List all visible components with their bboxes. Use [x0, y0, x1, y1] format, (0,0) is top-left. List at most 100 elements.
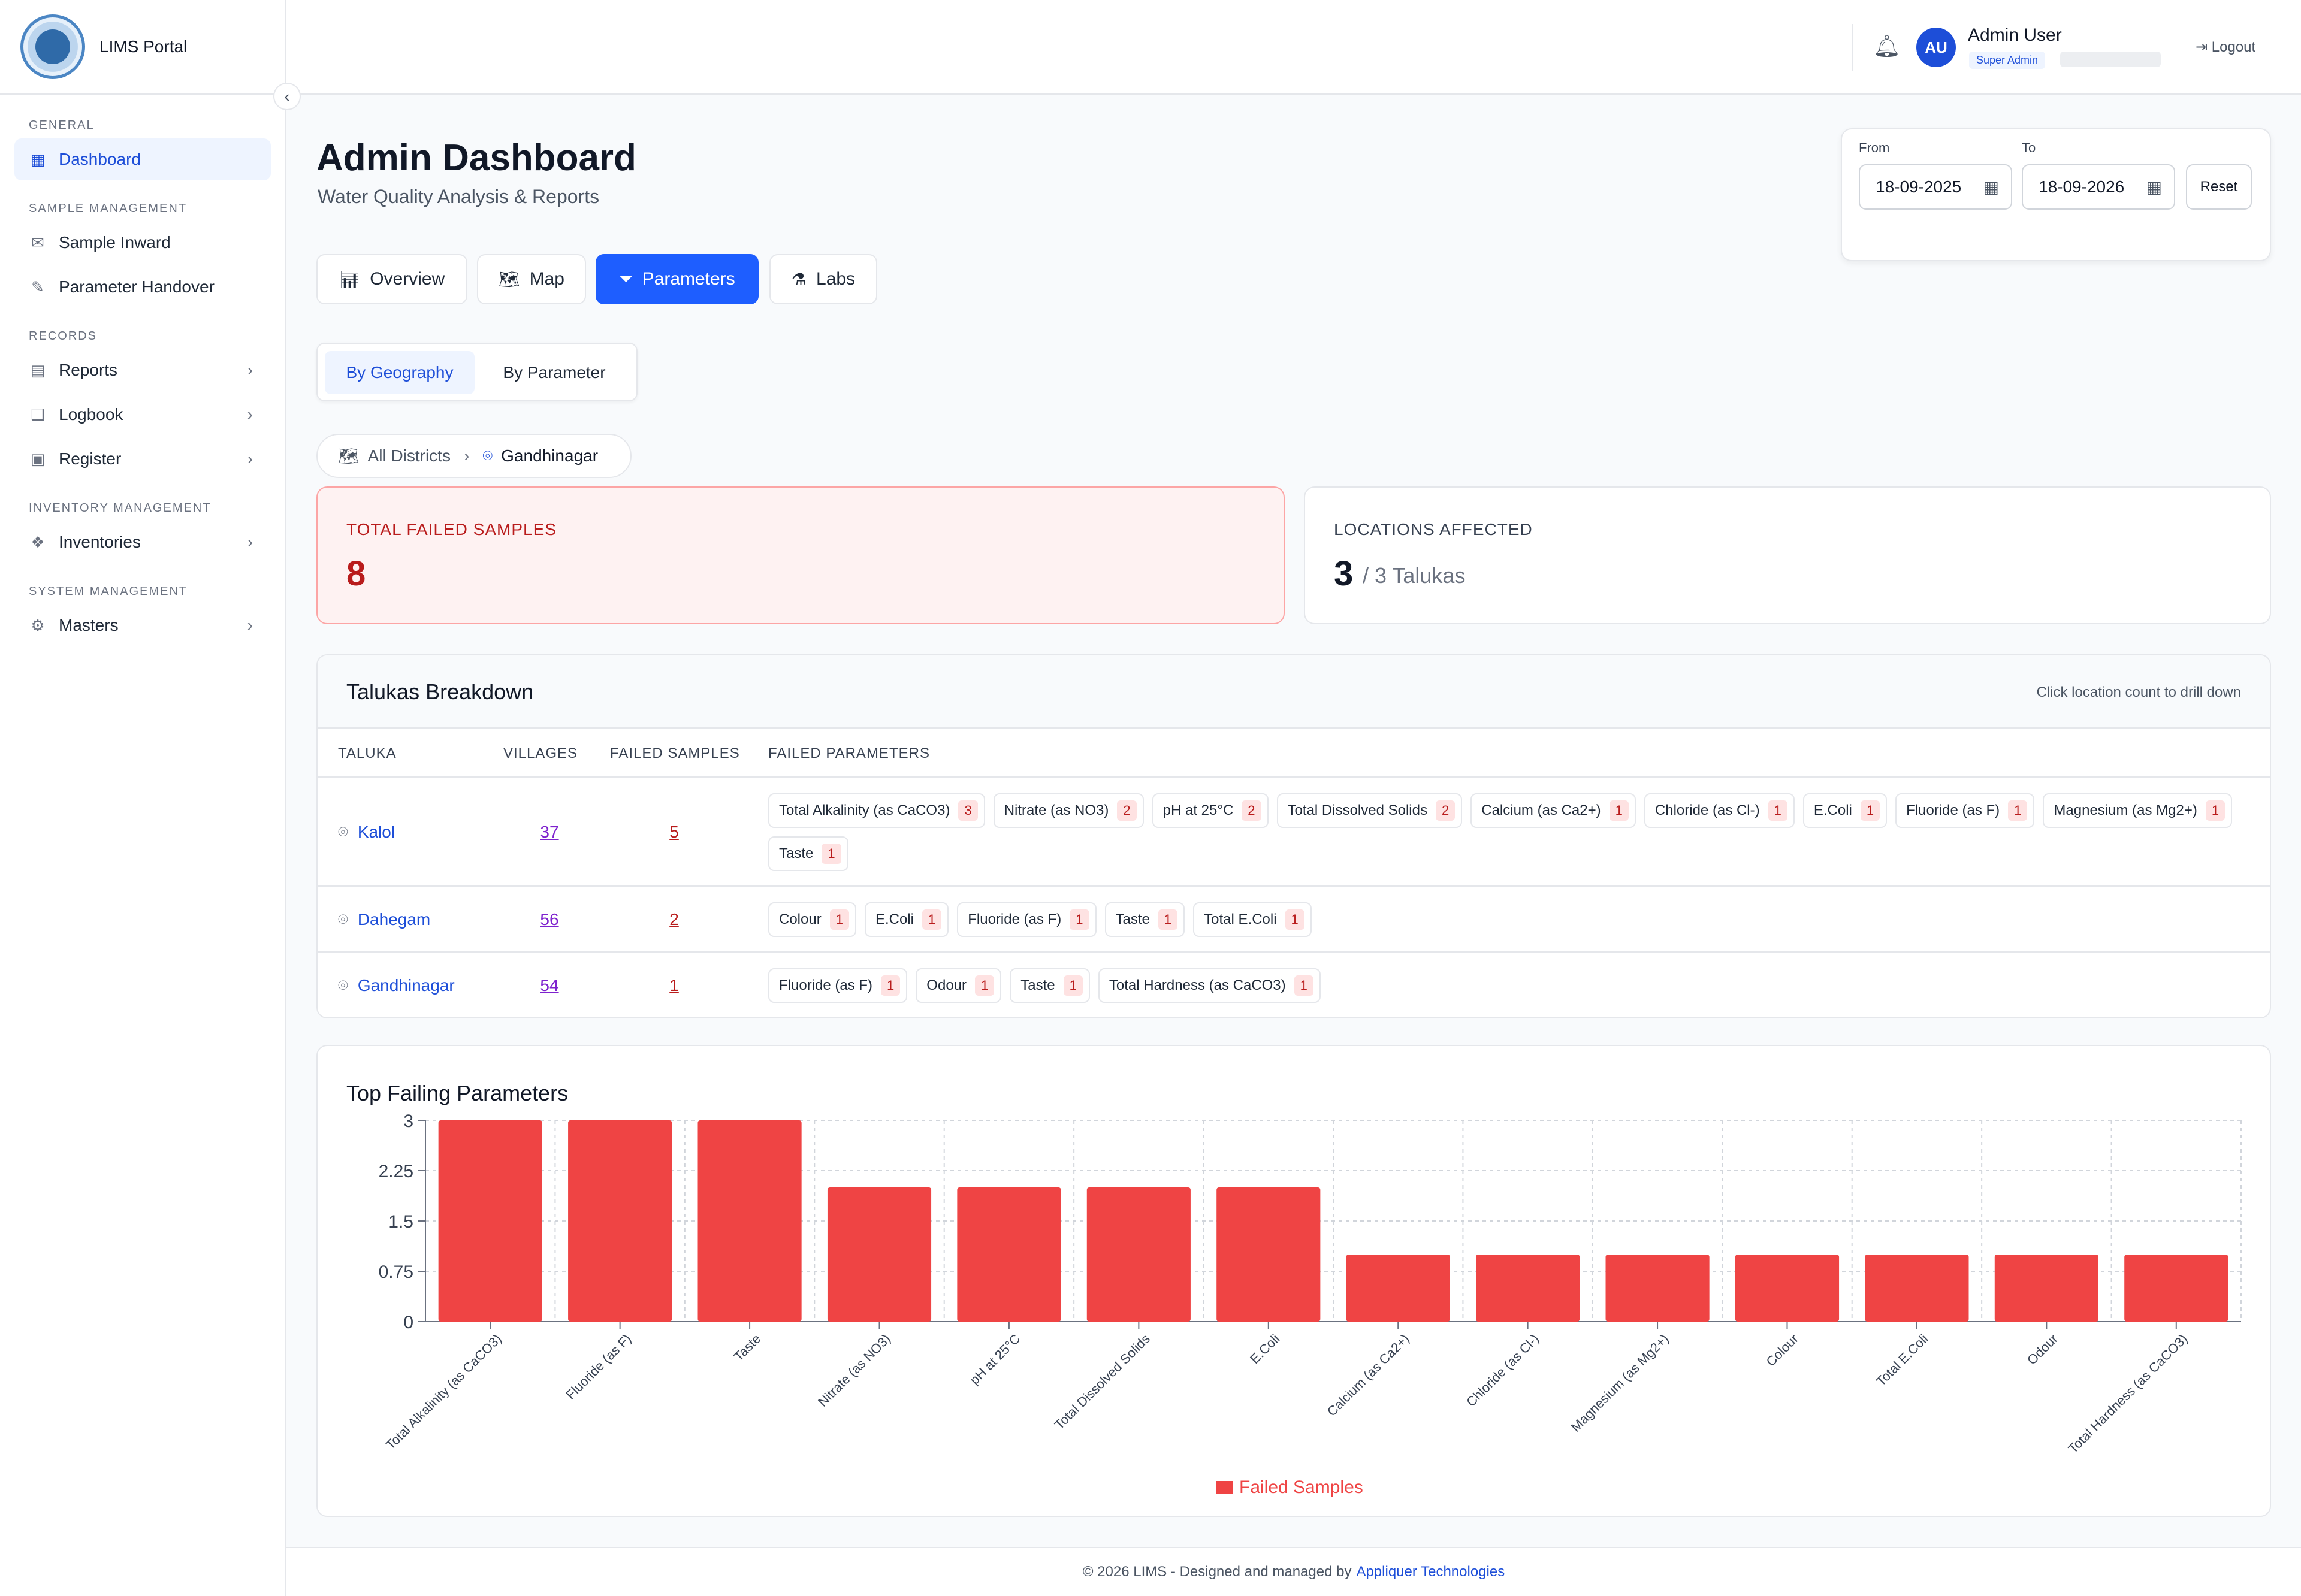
footer-link[interactable]: Appliquer Technologies: [1356, 1564, 1505, 1580]
column-header: FAILED SAMPLES: [610, 745, 740, 761]
sidebar-item-label: Parameter Handover: [59, 277, 215, 296]
parameter-chip: Taste 1: [768, 836, 848, 871]
user-name: Admin User: [1968, 25, 2062, 45]
count-badge: 1: [1860, 800, 1880, 821]
chevron-right-icon: ›: [247, 405, 253, 424]
sidebar-item-label: Inventories: [59, 533, 141, 551]
table-row: ⌾ Dahegam 56 2 Colour 1 E.Coli 1 Fluoride (as F)…: [318, 887, 2270, 953]
sidebar-item-register[interactable]: ▣ Register ›: [14, 438, 271, 480]
sidebar-item-logbook[interactable]: ❑ Logbook ›: [14, 394, 271, 436]
map-pin-icon: ⌾: [338, 976, 348, 995]
topbar: 🔔︎ AU Admin User Super Admin ⇥ Logout: [286, 0, 2301, 95]
calendar-icon: ▦: [1983, 177, 1999, 197]
parameter-chip: Fluoride (as F) 1: [768, 968, 908, 1003]
reset-button[interactable]: Reset: [2186, 164, 2252, 210]
villages-count-link[interactable]: 37: [540, 823, 559, 841]
count-badge: 1: [975, 975, 995, 996]
failed-parameter-chips: Total Alkalinity (as CaCO3) 3 Nitrate (as …: [768, 793, 2254, 871]
x-tick-label: Odour: [2024, 1331, 2061, 1368]
parameter-chip: E.Coli 1: [864, 902, 949, 937]
x-tick-label: Chloride (as Cl-): [1463, 1331, 1542, 1410]
parameter-chip: Fluoride (as F) 1: [1895, 793, 2035, 828]
parameter-chip: Total Dissolved Solids 2: [1276, 793, 1463, 828]
failed-parameter-chips: Colour 1 E.Coli 1 Fluoride (as F) 1 Taste 1 Tota…: [768, 902, 2254, 937]
sidebar-item-dashboard[interactable]: ▦ Dashboard: [14, 138, 271, 180]
gear-icon: ⚙: [31, 616, 45, 634]
x-tick-label: Total Hardness (as CaCO3): [2066, 1331, 2191, 1456]
by-geography-button[interactable]: By Geography: [325, 351, 475, 394]
sidebar-item-sample-inward[interactable]: ✉ Sample Inward: [14, 222, 271, 264]
failed-count-link[interactable]: 2: [669, 910, 679, 929]
sidebar: LIMS Portal General ▦ Dashboard Sample Mana…: [0, 0, 286, 1596]
count-badge: 2: [1242, 800, 1261, 821]
taluka-name[interactable]: ⌾ Kalol: [338, 823, 395, 841]
sidebar-item-inventories[interactable]: ❖ Inventories ›: [14, 521, 271, 563]
map-icon: 🗺︎: [338, 446, 360, 466]
card-header: Talukas Breakdown Click location count t…: [318, 655, 2270, 729]
breadcrumb-root[interactable]: All Districts: [367, 446, 451, 465]
count-badge: 1: [822, 844, 841, 864]
table-header: TALUKA VILLAGES FAILED SAMPLES FAILED PA…: [318, 729, 2270, 778]
villages-count-link[interactable]: 56: [540, 910, 559, 929]
tab-parameters[interactable]: ⏷ Parameters: [596, 254, 759, 304]
count-badge: 1: [2008, 800, 2028, 821]
stat-label: TOTAL FAILED SAMPLES: [346, 520, 557, 539]
chevron-left-icon: ‹: [284, 87, 290, 105]
sidebar-section-title: Records: [29, 330, 98, 343]
map-pin-icon: ⌾: [482, 446, 493, 465]
sidebar-item-label: Register: [59, 449, 122, 468]
count-badge: 1: [1158, 909, 1178, 930]
count-badge: 1: [1609, 800, 1629, 821]
parameter-chip: Odour 1: [916, 968, 1002, 1003]
logout-icon: ⇥: [2196, 39, 2212, 55]
taluka-name[interactable]: ⌾ Dahegam: [338, 910, 431, 929]
y-tick-label: 1.5: [388, 1212, 413, 1232]
parameter-chip: Total E.Coli 1: [1193, 902, 1312, 937]
column-header: TALUKA: [338, 745, 397, 761]
to-date-input[interactable]: 18-09-2026 ▦: [2022, 164, 2175, 210]
failed-count-link[interactable]: 5: [669, 823, 679, 841]
taluka-name[interactable]: ⌾ Gandhinagar: [338, 976, 455, 995]
tab-labs[interactable]: ⚗︎ Labs: [769, 254, 877, 304]
table-row: ⌾ Gandhinagar 54 1 Fluoride (as F) 1 Odour 1 Tas…: [318, 953, 2270, 1017]
failed-count-link[interactable]: 1: [669, 976, 679, 995]
parameter-chip: Total Hardness (as CaCO3) 1: [1098, 968, 1321, 1003]
sidebar-item-parameter-handover[interactable]: ✎ Parameter Handover: [14, 266, 271, 308]
avatar[interactable]: AU: [1916, 28, 1956, 67]
logout-button[interactable]: ⇥ Logout: [2196, 39, 2256, 55]
sidebar-brand[interactable]: LIMS Portal: [0, 0, 285, 95]
bar: [697, 1120, 802, 1322]
pencil-icon: ✎: [31, 277, 44, 296]
bar: [568, 1120, 672, 1322]
x-tick-label: E.Coli: [1247, 1331, 1282, 1367]
by-parameter-button[interactable]: By Parameter: [503, 363, 606, 382]
collapse-sidebar-button[interactable]: ‹: [273, 83, 301, 110]
from-date-input[interactable]: 18-09-2025 ▦: [1859, 164, 2012, 210]
bell-icon[interactable]: 🔔︎: [1873, 34, 1901, 58]
boxes-icon: ❖: [31, 533, 45, 551]
tab-overview[interactable]: 📊︎ Overview: [316, 254, 467, 304]
chevron-right-icon: ›: [464, 446, 470, 465]
top-failing-chart-card: Top Failing Parameters 0 0.75 1.5 2.25 3 Tota…: [316, 1045, 2271, 1517]
logo-icon: [20, 14, 85, 79]
parameter-chip: Taste 1: [1010, 968, 1090, 1003]
footer: © 2026 LIMS - Designed and managed by Ap…: [286, 1547, 2301, 1596]
grid-icon: ▦: [30, 150, 46, 168]
count-badge: 1: [1768, 800, 1787, 821]
parameter-chip: Chloride (as Cl-) 1: [1644, 793, 1795, 828]
villages-count-link[interactable]: 54: [540, 976, 559, 995]
y-tick-label: 2.25: [379, 1162, 413, 1181]
bar-chart: 0 0.75 1.5 2.25 3 Total Alkalinity (as CaCO3)…: [379, 1111, 2242, 1497]
parameter-chip: Total Alkalinity (as CaCO3) 3: [768, 793, 985, 828]
sidebar-item-label: Masters: [59, 616, 119, 634]
stat-value: 8: [346, 554, 366, 593]
sidebar-section-title: Inventory Management: [29, 501, 212, 515]
chevron-right-icon: ›: [247, 616, 253, 634]
sidebar-item-reports[interactable]: ▤ Reports ›: [14, 349, 271, 391]
count-badge: 1: [829, 909, 849, 930]
bar: [1735, 1255, 1840, 1322]
sidebar-item-masters[interactable]: ⚙ Masters ›: [14, 604, 271, 646]
talukas-breakdown-card: Talukas Breakdown Click location count t…: [316, 654, 2271, 1018]
tab-map[interactable]: 🗺︎ Map: [477, 254, 586, 304]
redacted-text: [2060, 52, 2161, 67]
